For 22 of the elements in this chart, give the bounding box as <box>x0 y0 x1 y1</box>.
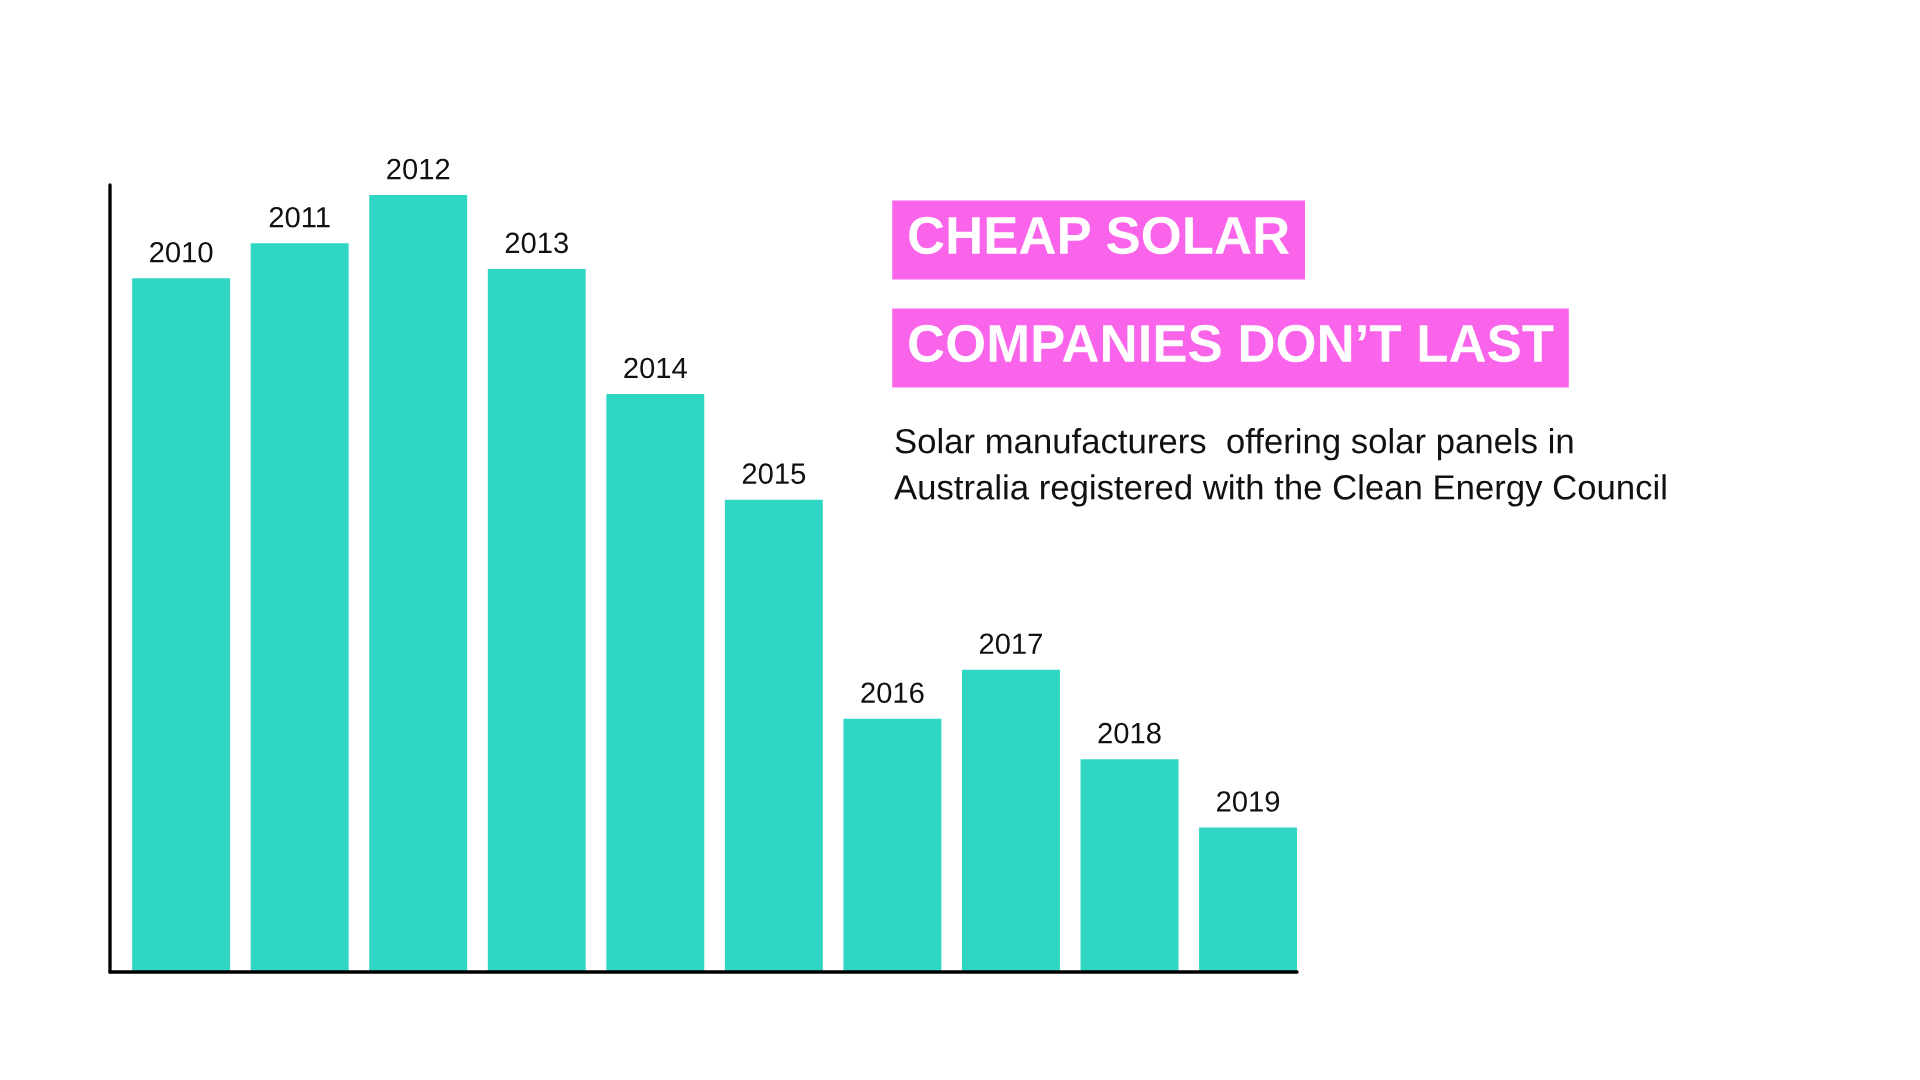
bar <box>1080 759 1179 972</box>
chart-title: CHEAP SOLAR COMPANIES DON’T LAST <box>909 216 1554 363</box>
bar <box>250 243 349 972</box>
bar <box>843 718 942 972</box>
x-tick-label: 2019 <box>1217 791 1280 812</box>
x-tick-label: 2017 <box>979 633 1042 655</box>
x-tick-label: 2018 <box>1098 722 1161 744</box>
bar <box>132 278 231 972</box>
bar <box>606 393 705 972</box>
text: Solar manufacturers offering solar panels in Australia registered with the Clean Energy Council <box>894 428 1666 507</box>
bar <box>369 195 468 972</box>
x-tick-label: 2015 <box>742 463 806 484</box>
bar <box>487 268 586 972</box>
bar <box>961 669 1060 972</box>
x-tick-label: 2010 <box>150 241 213 263</box>
bar <box>1199 827 1297 972</box>
x-tick-label: 2011 <box>269 206 330 228</box>
x-tick-label: 2013 <box>505 232 568 254</box>
bar <box>724 499 823 972</box>
x-tick-label: 2014 <box>624 357 687 379</box>
x-tick-label: 2012 <box>387 158 450 180</box>
x-tick-label: 2016 <box>861 682 924 704</box>
